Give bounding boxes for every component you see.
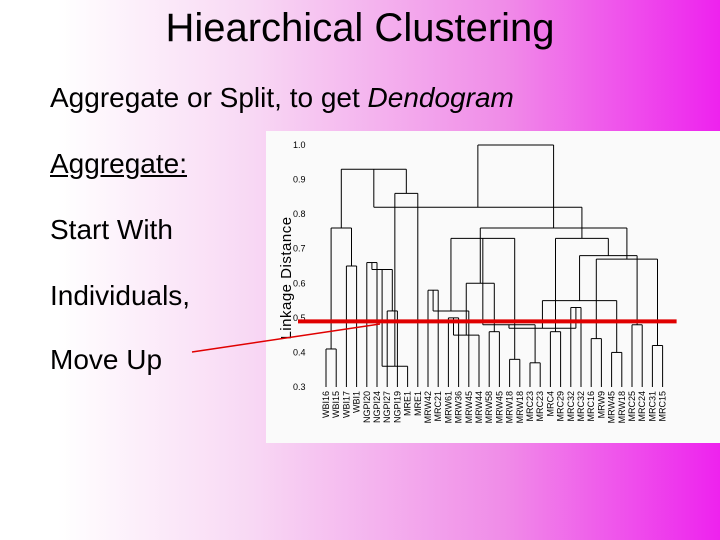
leaf-label: MRW9 (596, 391, 606, 418)
y-tick-label: 0.3 (293, 382, 306, 392)
leaf-label: MRW45 (494, 391, 504, 423)
y-tick-label: 0.7 (293, 244, 306, 254)
subtitle-text: Aggregate or Split, to get (50, 82, 368, 113)
bullet-move-up: Move Up (50, 344, 163, 375)
slide-subtitle: Aggregate or Split, to get Dendogram (50, 82, 514, 114)
leaf-label: MRW18 (617, 391, 627, 423)
leaf-label: MRC24 (637, 391, 647, 422)
y-tick-label: 0.6 (293, 278, 306, 288)
leaf-label: NGPI19 (392, 391, 402, 423)
leaf-label: WBI15 (331, 391, 341, 418)
leaf-label: MRW18 (505, 391, 515, 423)
leaf-label: MRW61 (443, 391, 453, 423)
y-tick-label: 0.9 (293, 175, 306, 185)
bullet-start-with: Start With (50, 214, 173, 245)
leaf-label: MRC25 (627, 391, 637, 422)
y-axis-label: Linkage Distance (278, 216, 295, 339)
y-tick-label: 1.0 (293, 140, 306, 150)
leaf-label: MRW42 (423, 391, 433, 423)
slide-title: Hiearchical Clustering (165, 6, 555, 50)
leaf-label: MRC4 (545, 391, 555, 417)
dendrogram-chart: Linkage Distance 1.0 0.9 0.8 0.7 0.6 0.5 0.4 0.… (278, 140, 677, 423)
leaf-label: MRC15 (658, 391, 668, 422)
leaf-label: MRW44 (474, 391, 484, 423)
leaf-label: MRC29 (556, 391, 566, 422)
y-tick-label: 0.5 (293, 313, 306, 323)
subtitle-emphasis: Dendogram (367, 82, 514, 113)
leaf-label: MRE1 (403, 391, 413, 416)
leaf-label: MRC31 (647, 391, 657, 422)
leaf-label: MRC23 (525, 391, 535, 422)
leaf-label: WBI16 (321, 391, 331, 418)
bullet-individuals: Individuals, (50, 280, 191, 311)
dendrogram-panel: Linkage Distance 1.0 0.9 0.8 0.7 0.6 0.5 0.4 0.… (266, 131, 720, 443)
leaf-label: MRC16 (586, 391, 596, 422)
y-tick-label: 0.8 (293, 209, 306, 219)
leaf-label: MRW18 (515, 391, 525, 423)
leaf-label: MRW36 (454, 391, 464, 423)
leaf-label: NGPI27 (382, 391, 392, 423)
bullet-aggregate: Aggregate: (50, 148, 187, 179)
leaf-label: MRE1 (413, 391, 423, 416)
leaf-label: MRC21 (433, 391, 443, 422)
leaf-label: MRW45 (607, 391, 617, 423)
leaf-label: NGPI24 (372, 391, 382, 423)
leaf-label: MRC32 (566, 391, 576, 422)
leaf-label: WBI17 (341, 391, 351, 418)
leaf-label: NGPI20 (362, 391, 372, 423)
leaf-label: MRW45 (464, 391, 474, 423)
leaf-label: WBI1 (352, 391, 362, 413)
leaf-label: MRC23 (535, 391, 545, 422)
leaf-label: MRW58 (484, 391, 494, 423)
y-tick-label: 0.4 (293, 347, 306, 357)
leaf-label: MRC32 (576, 391, 586, 422)
